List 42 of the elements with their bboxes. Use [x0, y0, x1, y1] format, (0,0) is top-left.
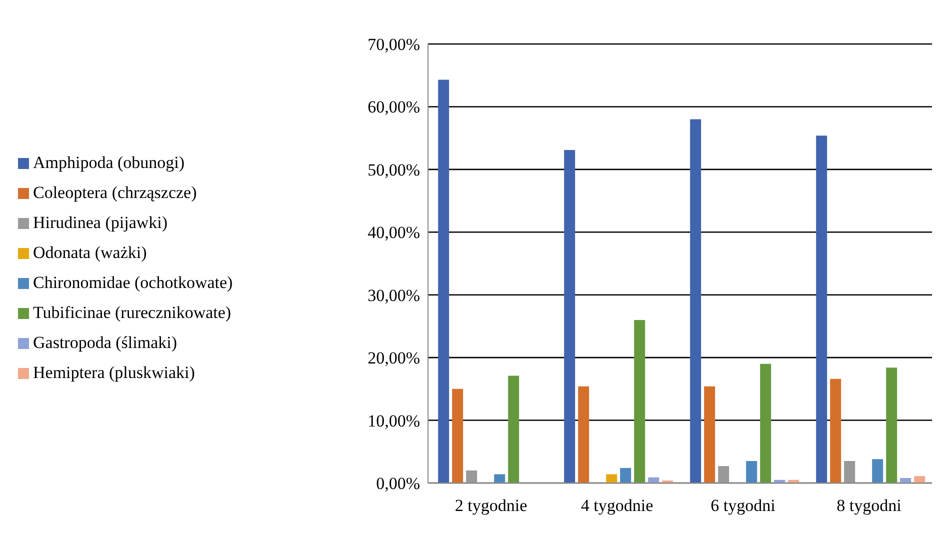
legend-label: Coleoptera (chrząszcze) — [33, 182, 197, 202]
x-tick-label: 2 tygodnie — [454, 496, 528, 516]
bar — [886, 368, 898, 483]
bar — [620, 468, 632, 483]
y-tick-label: 60,00% — [368, 98, 420, 117]
x-tick-label: 4 tygodnie — [580, 496, 654, 516]
x-tick-label: 6 tygodni — [710, 496, 776, 516]
y-tick-label: 30,00% — [368, 286, 420, 305]
bar — [816, 136, 828, 483]
legend-label: Odonata (ważki) — [33, 242, 147, 262]
legend-label: Hirudinea (pijawki) — [33, 212, 168, 232]
bar — [872, 459, 884, 483]
bar — [746, 461, 758, 483]
bar — [830, 378, 842, 483]
bar — [508, 376, 520, 483]
legend-label: Gastropoda (ślimaki) — [33, 332, 177, 352]
y-tick-label: 50,00% — [368, 160, 420, 180]
bar — [844, 461, 856, 483]
bar — [760, 364, 772, 483]
y-tick-label: 20,00% — [368, 348, 420, 368]
bar — [900, 478, 912, 483]
bar — [634, 320, 646, 483]
bar — [914, 476, 926, 483]
bar — [466, 470, 478, 483]
legend-label: Chironomidae (ochotkowate) — [33, 272, 233, 292]
y-tick-label: 40,00% — [368, 223, 420, 242]
bar — [452, 388, 464, 483]
bar — [718, 466, 730, 483]
legend-label: Tubificinae (rurecznikowate) — [33, 302, 232, 322]
x-tick-label: 8 tygodni — [836, 496, 902, 516]
y-tick-label: 70,00% — [368, 35, 420, 54]
legend-label: Amphipoda (obunogi) — [33, 152, 185, 172]
bar — [690, 119, 702, 483]
bar — [606, 474, 618, 483]
y-tick-label: 10,00% — [368, 411, 420, 430]
bar — [704, 386, 716, 483]
bar — [578, 386, 590, 483]
bar — [494, 474, 506, 483]
bar — [438, 80, 450, 483]
legend-label: Hemiptera (pluskwiaki) — [33, 362, 195, 382]
y-tick-label: 0,00% — [376, 474, 420, 494]
bar — [564, 150, 576, 483]
